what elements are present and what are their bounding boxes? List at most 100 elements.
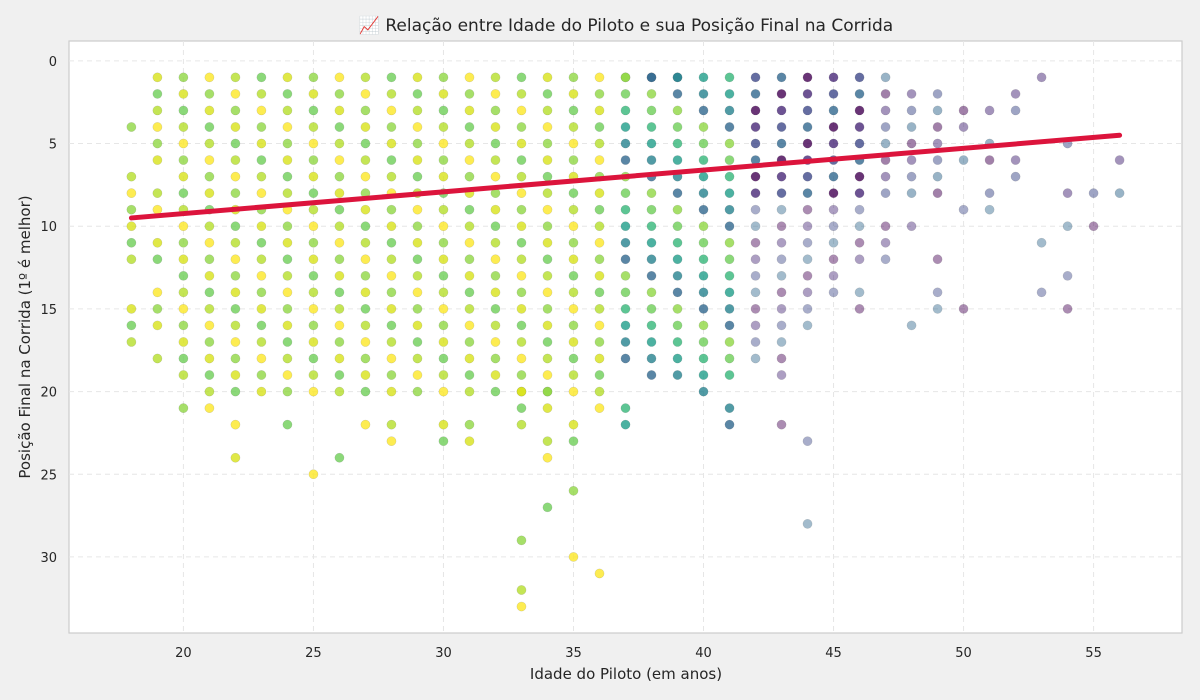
data-point [594, 270, 605, 281]
data-point [230, 370, 241, 380]
data-point [490, 122, 501, 132]
data-point [750, 353, 761, 364]
data-point [256, 155, 267, 165]
data-point [438, 155, 449, 165]
data-point [568, 419, 579, 430]
data-point [750, 105, 761, 116]
data-point [620, 270, 631, 281]
data-point [724, 155, 735, 165]
data-point [880, 254, 891, 265]
data-point [906, 89, 917, 99]
data-point [490, 270, 501, 281]
data-point [698, 171, 709, 182]
data-point [204, 353, 215, 364]
data-point [204, 304, 215, 314]
data-point [672, 221, 683, 232]
data-point [750, 337, 761, 347]
data-point [724, 353, 735, 364]
data-point [542, 386, 553, 397]
data-point [152, 89, 163, 99]
data-point [568, 237, 579, 248]
data-point [516, 204, 527, 215]
data-point [152, 320, 163, 331]
data-point [672, 105, 683, 116]
data-point [880, 122, 891, 132]
data-point [386, 237, 397, 248]
data-point [464, 370, 475, 380]
data-point [516, 105, 527, 116]
data-point [438, 105, 449, 116]
data-point [152, 353, 163, 364]
data-point [282, 337, 293, 347]
data-point [230, 320, 241, 331]
data-point [256, 171, 267, 182]
data-point [282, 254, 293, 265]
data-point [464, 320, 475, 331]
data-point [906, 221, 917, 232]
data-point [204, 122, 215, 132]
data-point [594, 370, 605, 380]
data-point [256, 72, 267, 83]
data-point [412, 287, 423, 298]
data-point [776, 287, 787, 298]
data-point [464, 221, 475, 232]
data-point [698, 138, 709, 149]
data-point [230, 270, 241, 281]
data-point [204, 370, 215, 380]
data-point [776, 89, 787, 99]
data-point [516, 353, 527, 364]
x-tick-label: 20 [175, 646, 192, 661]
data-point [802, 270, 813, 281]
data-point [568, 155, 579, 165]
data-point [334, 155, 345, 165]
data-point [672, 370, 683, 380]
data-point [750, 287, 761, 298]
data-point [438, 287, 449, 298]
y-tick-label: 10 [40, 220, 57, 235]
data-point [516, 320, 527, 331]
data-point [308, 320, 319, 331]
data-point [542, 89, 553, 99]
data-point [126, 320, 137, 331]
data-point [646, 370, 657, 380]
data-point [438, 419, 449, 430]
data-point [204, 403, 215, 413]
data-point [282, 89, 293, 99]
data-point [412, 337, 423, 347]
data-point [204, 171, 215, 182]
data-point [126, 188, 137, 198]
data-point [542, 72, 553, 83]
data-point [802, 436, 813, 447]
data-point [126, 237, 137, 248]
data-point [360, 105, 371, 116]
data-point [256, 254, 267, 265]
data-point [516, 188, 527, 198]
data-point [776, 188, 787, 198]
data-point [126, 337, 137, 347]
data-point [412, 89, 423, 99]
data-point [256, 122, 267, 132]
data-point [126, 122, 137, 132]
data-point [698, 254, 709, 265]
data-point [880, 89, 891, 99]
data-point [334, 254, 345, 265]
data-point [464, 304, 475, 314]
data-point [464, 155, 475, 165]
data-point [620, 188, 631, 198]
data-point [932, 188, 943, 198]
data-point [308, 204, 319, 215]
data-point [438, 270, 449, 281]
data-point [360, 254, 371, 265]
data-point [776, 337, 787, 347]
data-point [802, 105, 813, 116]
data-point [906, 122, 917, 132]
data-point [308, 155, 319, 165]
data-point [334, 320, 345, 331]
data-point [932, 155, 943, 165]
data-point [438, 353, 449, 364]
data-point [178, 320, 189, 331]
data-point [490, 72, 501, 83]
data-point [412, 237, 423, 248]
data-point [672, 320, 683, 331]
data-point [438, 138, 449, 149]
